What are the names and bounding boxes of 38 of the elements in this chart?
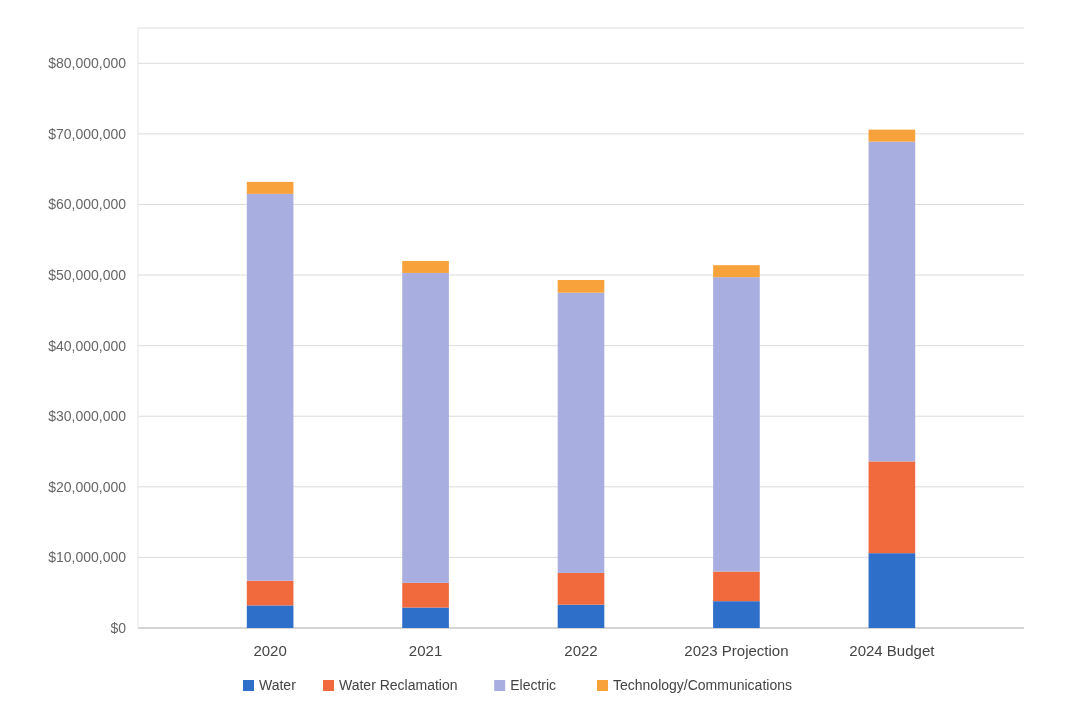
y-tick-label: $20,000,000 — [48, 478, 127, 495]
bar — [557, 572, 605, 605]
y-tick-label: $30,000,000 — [48, 408, 127, 425]
y-tick-label: $40,000,000 — [48, 337, 127, 354]
x-tick-label: 2024 Budget — [849, 642, 936, 659]
bar — [713, 265, 760, 278]
legend-label: Water Reclamation — [339, 677, 458, 693]
bar — [402, 260, 449, 273]
bar — [246, 605, 294, 628]
x-tick-label: 2023 Projection — [684, 642, 789, 659]
y-tick-label: $80,000,000 — [48, 55, 127, 72]
bar — [402, 582, 449, 608]
bar — [402, 272, 449, 583]
bar — [557, 280, 605, 293]
bar — [713, 601, 760, 628]
bar — [713, 571, 760, 602]
bar — [713, 277, 760, 572]
bar — [557, 292, 605, 573]
y-tick-label: $10,000,000 — [48, 549, 127, 566]
bar — [246, 181, 294, 194]
bar — [868, 141, 916, 462]
bar — [868, 129, 916, 142]
bar — [868, 461, 916, 554]
y-tick-label: $0 — [110, 619, 127, 636]
bar — [868, 553, 916, 628]
legend-label: Technology/Communications — [613, 677, 792, 693]
bar — [246, 580, 294, 606]
x-tick-label: 2020 — [253, 642, 287, 659]
x-tick-label: 2021 — [408, 642, 443, 659]
legend-label: Electric — [510, 677, 557, 693]
bar — [402, 607, 449, 628]
x-tick-label: 2022 — [564, 642, 598, 659]
y-tick-label: $50,000,000 — [48, 266, 127, 283]
bar — [557, 604, 605, 628]
y-tick-label: $60,000,000 — [48, 196, 127, 213]
y-tick-label: $70,000,000 — [48, 125, 127, 142]
bar — [246, 193, 294, 581]
legend-label: Water — [259, 677, 297, 693]
